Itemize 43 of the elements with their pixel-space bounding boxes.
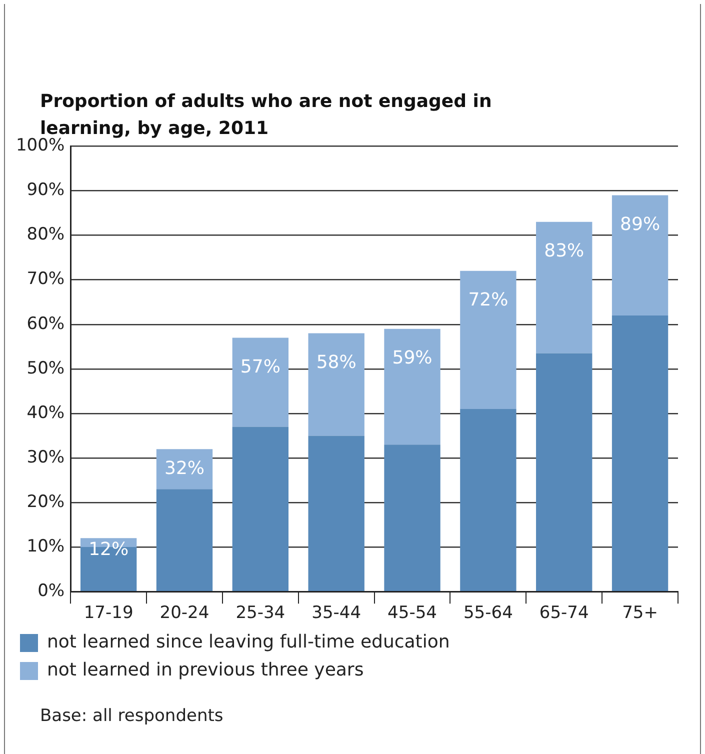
x-tick-label: 20-24 xyxy=(160,603,210,624)
bar xyxy=(308,333,364,436)
legend-label: not learned since leaving full-time education xyxy=(47,632,450,653)
x-tick-label: 75+ xyxy=(622,603,658,624)
bar xyxy=(612,315,668,591)
total-label: 89% xyxy=(620,214,660,235)
y-tick-label: 60% xyxy=(26,314,65,334)
total-label: 59% xyxy=(392,347,432,368)
total-label: 72% xyxy=(468,290,508,311)
text: Base: all respondents xyxy=(40,706,224,726)
legend-label: not learned in previous three years xyxy=(47,660,364,681)
y-tick-label: 50% xyxy=(26,358,65,378)
y-tick-label: 90% xyxy=(26,180,65,200)
x-tick-label: 17-19 xyxy=(84,603,134,624)
total-label: 12% xyxy=(88,538,129,560)
y-tick-label: 70% xyxy=(26,269,65,290)
bar xyxy=(308,436,364,591)
x-tick-label: 25-34 xyxy=(236,603,286,624)
x-tick-label: 45-54 xyxy=(388,603,437,624)
y-tick-label: 40% xyxy=(26,402,65,423)
bar xyxy=(156,489,213,591)
bar xyxy=(612,195,668,316)
y-tick-label: 80% xyxy=(26,224,65,245)
y-tick-label: 20% xyxy=(26,492,65,512)
x-tick-label: 35-44 xyxy=(312,603,362,624)
bar xyxy=(384,444,440,591)
bar xyxy=(156,449,213,490)
total-label: 32% xyxy=(164,458,204,479)
bar xyxy=(536,353,592,591)
bar xyxy=(232,426,289,591)
total-label: 57% xyxy=(240,356,280,378)
x-tick-label: 55-64 xyxy=(463,603,513,624)
y-tick-label: 10% xyxy=(26,536,65,556)
bar xyxy=(460,270,516,409)
total-label: 83% xyxy=(544,240,584,262)
bar xyxy=(460,408,516,591)
y-tick-label: 0% xyxy=(38,581,65,602)
bar xyxy=(384,328,440,445)
y-tick-label: 30% xyxy=(26,447,65,468)
x-tick-label: 65-74 xyxy=(539,603,589,624)
total-label: 58% xyxy=(316,352,356,373)
bar xyxy=(232,338,289,427)
bar xyxy=(536,222,592,354)
